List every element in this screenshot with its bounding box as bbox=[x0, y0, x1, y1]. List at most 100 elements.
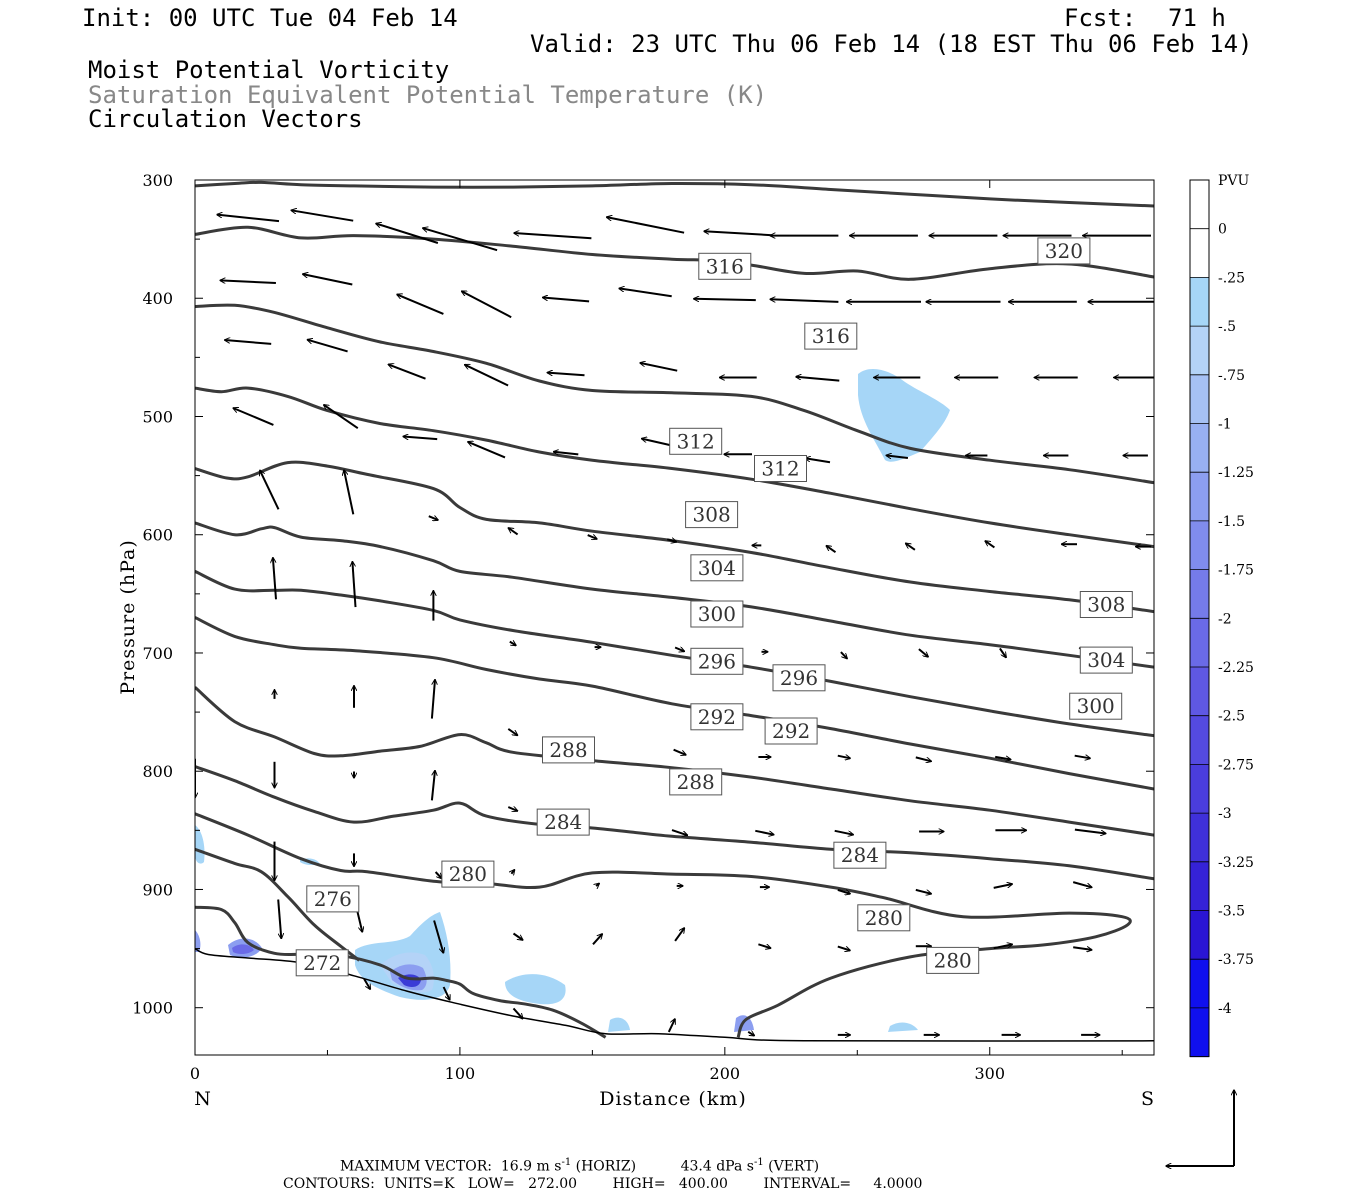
circulation-vector bbox=[225, 340, 272, 345]
circulation-vector bbox=[511, 870, 514, 874]
contour-label-box bbox=[669, 768, 723, 796]
y-tick-label: 800 bbox=[142, 762, 173, 781]
contour-label: 272 bbox=[303, 951, 341, 975]
colorbar-swatch bbox=[1190, 813, 1209, 863]
circulation-vector bbox=[507, 728, 517, 736]
contour-label: 308 bbox=[693, 503, 731, 527]
circulation-vector bbox=[915, 756, 932, 761]
colorbar-swatch bbox=[1190, 569, 1209, 619]
circulation-vector bbox=[805, 458, 831, 464]
circulation-vector bbox=[554, 452, 579, 456]
colorbar-swatch bbox=[1190, 472, 1209, 522]
contour-label-box bbox=[1079, 591, 1133, 618]
pv-shade-patch bbox=[888, 1022, 918, 1032]
circulation-vector bbox=[906, 543, 916, 551]
circulation-vector bbox=[462, 290, 512, 319]
isentrope-line bbox=[195, 905, 607, 1039]
isentrope-line bbox=[195, 847, 361, 962]
circulation-vector bbox=[307, 340, 348, 353]
colorbar-swatch bbox=[1190, 715, 1209, 765]
axes: 0 100 200 300 300 400 500 600 700 800 900 1000 bbox=[132, 171, 1154, 1083]
contour-info: CONTOURS: UNITS=K LOW= 272.00 HIGH= 400.… bbox=[283, 1176, 923, 1192]
contour-label: 284 bbox=[544, 810, 582, 834]
circulation-vector bbox=[363, 978, 372, 989]
contour-label: 316 bbox=[706, 254, 744, 278]
circulation-vector bbox=[465, 363, 509, 387]
contour-label: 288 bbox=[549, 738, 587, 762]
contour-label-box bbox=[690, 600, 744, 628]
init-time: Init: 00 UTC Tue 04 Feb 14 bbox=[82, 4, 458, 32]
south-label: S bbox=[1141, 1088, 1155, 1110]
contour-label-box bbox=[669, 427, 723, 455]
circulation-vector bbox=[993, 884, 1013, 889]
colorbar-swatch bbox=[1190, 180, 1209, 230]
colorbar-level-label: -2.25 bbox=[1218, 660, 1254, 676]
contour-label-box bbox=[441, 860, 495, 888]
circulation-vector bbox=[694, 299, 756, 300]
colorbar-level-label: -.25 bbox=[1218, 270, 1245, 286]
circulation-vector bbox=[918, 648, 928, 657]
circulation-vector bbox=[428, 516, 438, 520]
field-title-vectors: Circulation Vectors bbox=[88, 105, 363, 133]
colorbar-swatch bbox=[1190, 228, 1209, 278]
circulation-vector bbox=[826, 546, 837, 554]
max-horiz-unit: m s bbox=[536, 1158, 562, 1175]
x-axis-title: Distance (km) bbox=[599, 1088, 747, 1110]
valid-time: Valid: 23 UTC Thu 06 Feb 14 (18 EST Thu … bbox=[530, 30, 1253, 58]
circulation-vector bbox=[233, 408, 274, 426]
contour-label: 296 bbox=[780, 666, 818, 690]
circulation-vector bbox=[273, 558, 277, 600]
colorbar-swatch bbox=[1190, 667, 1209, 717]
circulation-vector bbox=[442, 986, 451, 1000]
y-tick-label: 600 bbox=[142, 526, 173, 545]
north-label: N bbox=[194, 1088, 212, 1110]
circulation-vector bbox=[667, 1019, 676, 1033]
max-vert-unit: dPa s bbox=[716, 1158, 754, 1175]
circulation-vector bbox=[423, 228, 498, 252]
colorbar-level-label: -3 bbox=[1218, 806, 1232, 822]
circulation-vector bbox=[547, 373, 585, 377]
y-axis-title: Pressure (hPa) bbox=[117, 539, 139, 695]
isentrope-line bbox=[195, 521, 1154, 669]
y-tick-label: 400 bbox=[142, 289, 173, 308]
circulation-vector bbox=[1074, 756, 1091, 759]
colorbar-level-label: -.75 bbox=[1218, 368, 1245, 384]
circulation-vector bbox=[543, 298, 590, 303]
circulation-vector bbox=[468, 442, 506, 459]
contour-label: 304 bbox=[1087, 648, 1125, 672]
colorbar-swatch bbox=[1190, 1007, 1209, 1058]
y-tick-label: 1000 bbox=[132, 999, 173, 1018]
plot-frame bbox=[194, 179, 1155, 1056]
field-title-theta-es: Saturation Equivalent Potential Temperat… bbox=[88, 81, 768, 109]
circulation-vector bbox=[434, 871, 442, 879]
circulation-vector bbox=[217, 215, 280, 223]
colorbar-swatch bbox=[1190, 374, 1209, 424]
circulation-vector bbox=[376, 224, 439, 244]
circulation-vector bbox=[999, 647, 1006, 657]
contour-label-box bbox=[536, 808, 590, 836]
max-vert-suffix: (VERT) bbox=[768, 1158, 820, 1175]
circulation-vector bbox=[344, 470, 355, 515]
circulation-vector bbox=[430, 771, 435, 801]
contour-label-box bbox=[690, 554, 744, 582]
contour-label: 296 bbox=[698, 649, 736, 673]
reference-vector-icon bbox=[1166, 1090, 1234, 1166]
circulation-vector bbox=[514, 233, 592, 240]
colorbar-swatch bbox=[1190, 861, 1209, 911]
contour-label-box bbox=[295, 949, 349, 977]
colorbar-swatch bbox=[1190, 423, 1209, 473]
circulation-vector bbox=[993, 944, 1013, 950]
circulation-vector bbox=[596, 883, 599, 886]
colorbar-level-label: -1.5 bbox=[1218, 514, 1245, 530]
contour-label-box bbox=[690, 647, 744, 675]
y-tick-label: 300 bbox=[142, 171, 173, 190]
max-horiz-exponent: -1 bbox=[561, 1157, 572, 1168]
pv-shading bbox=[195, 368, 950, 1032]
colorbar-level-label: -4 bbox=[1218, 1001, 1232, 1017]
circulation-vector bbox=[277, 899, 281, 939]
contour-label-box bbox=[754, 455, 807, 482]
circulation-vector bbox=[837, 756, 850, 759]
circulation-vector bbox=[430, 680, 435, 719]
circulation-vector bbox=[512, 932, 523, 941]
